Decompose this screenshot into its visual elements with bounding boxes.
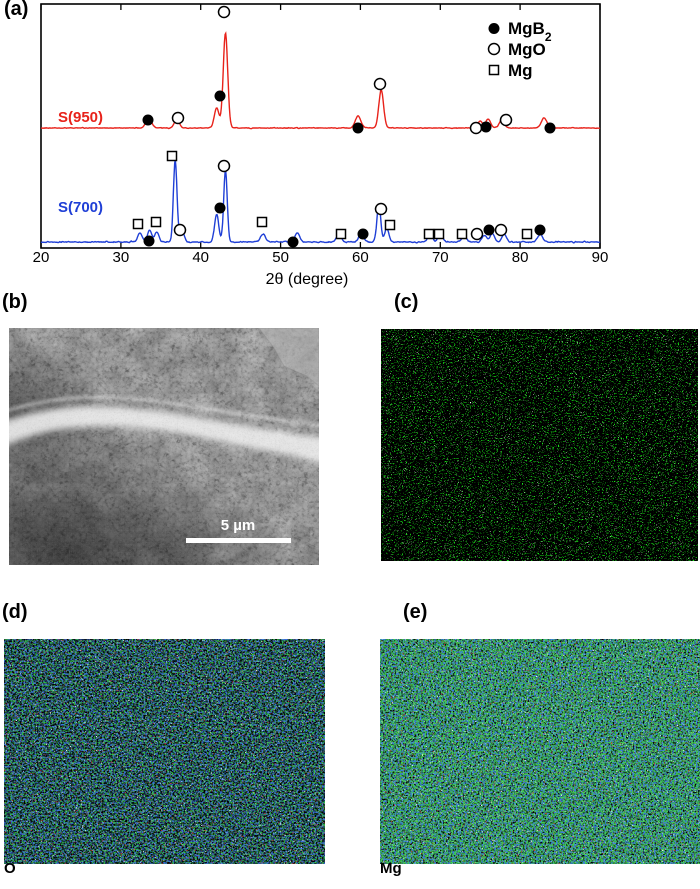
svg-text:50: 50 bbox=[272, 249, 289, 266]
svg-text:60: 60 bbox=[352, 249, 369, 266]
svg-text:70: 70 bbox=[432, 249, 449, 266]
svg-text:80: 80 bbox=[512, 249, 529, 266]
svg-text:MgO: MgO bbox=[508, 40, 546, 59]
svg-text:90: 90 bbox=[592, 249, 609, 266]
svg-text:20: 20 bbox=[33, 249, 50, 266]
svg-text:40: 40 bbox=[192, 249, 209, 266]
svg-text:Mg: Mg bbox=[508, 61, 533, 80]
svg-text:S(950): S(950) bbox=[58, 109, 103, 126]
svg-text:S(700): S(700) bbox=[58, 199, 103, 216]
svg-text:30: 30 bbox=[113, 249, 130, 266]
svg-text:5 µm: 5 µm bbox=[221, 517, 256, 534]
